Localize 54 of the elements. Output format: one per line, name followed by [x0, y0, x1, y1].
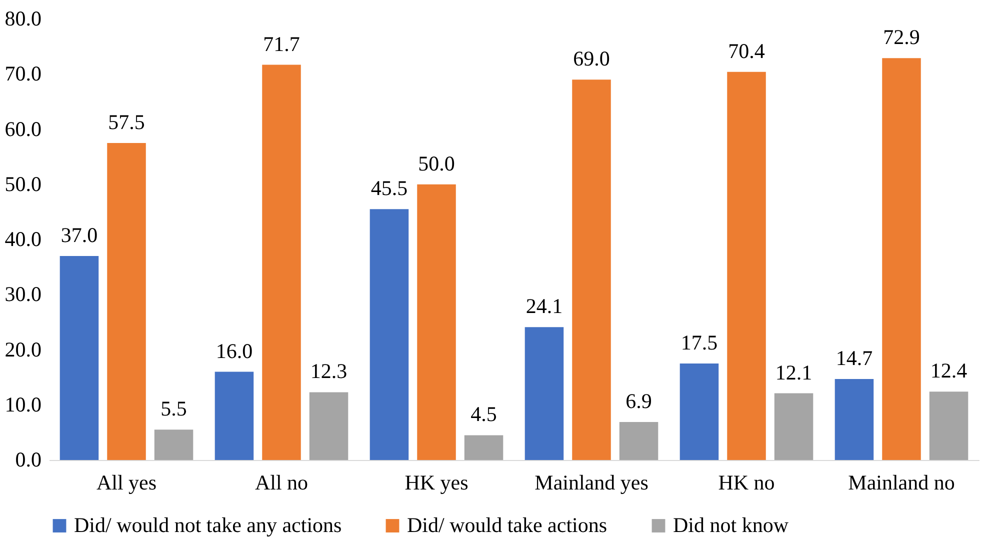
x-tick-label: Mainland yes [534, 470, 648, 494]
bar [417, 184, 456, 460]
bar [60, 256, 99, 460]
bar [619, 422, 658, 460]
bar [107, 143, 146, 460]
data-label: 57.5 [108, 110, 145, 134]
bar [774, 393, 814, 460]
x-tick-label: All no [254, 470, 308, 494]
bar [882, 58, 921, 460]
bar [464, 435, 504, 460]
legend-label: Did/ would not take any actions [74, 512, 342, 537]
data-label: 50.0 [418, 151, 455, 176]
y-tick-label: 70.0 [4, 62, 42, 86]
x-tick-label: HK yes [404, 470, 468, 494]
data-label: 6.9 [626, 388, 652, 413]
data-label: 37.0 [60, 223, 98, 248]
bar [572, 80, 611, 460]
data-label: 4.5 [470, 402, 497, 426]
data-label: 12.4 [930, 358, 968, 383]
bar [929, 392, 968, 460]
data-label: 24.1 [526, 294, 563, 318]
bar [680, 364, 719, 460]
y-tick-label: 50.0 [4, 172, 42, 196]
data-label: 45.5 [370, 176, 408, 200]
bar [727, 72, 766, 460]
data-label: 72.9 [883, 25, 920, 50]
data-label: 69.0 [573, 46, 610, 71]
bar [262, 64, 301, 460]
y-tick-label: 40.0 [4, 227, 42, 251]
data-label: 5.5 [160, 396, 187, 421]
legend-label: Did/ would take actions [407, 512, 608, 537]
x-tick-label: Mainland no [848, 470, 955, 494]
y-tick-label: 10.0 [4, 392, 42, 416]
bar [524, 327, 564, 460]
data-label: 12.1 [775, 360, 812, 384]
legend-label: Did not know [673, 512, 790, 537]
data-label: 16.0 [216, 338, 253, 363]
bar [834, 378, 874, 460]
bar [154, 430, 194, 460]
bar [370, 209, 409, 460]
y-tick-label: 20.0 [4, 337, 42, 362]
y-tick-label: 30.0 [4, 282, 42, 306]
data-label: 71.7 [263, 32, 300, 56]
x-tick-label: All yes [96, 470, 157, 494]
bar [214, 372, 254, 460]
data-label: 14.7 [836, 346, 873, 370]
data-label: 17.5 [680, 330, 718, 355]
bar [309, 392, 348, 460]
data-label: 70.4 [728, 38, 766, 63]
data-label: 12.3 [310, 359, 348, 384]
y-tick-label: 60.0 [4, 116, 42, 141]
y-tick-label: 80.0 [4, 6, 42, 30]
x-tick-label: HK no [718, 470, 775, 494]
y-tick-label: 0.0 [15, 448, 42, 472]
